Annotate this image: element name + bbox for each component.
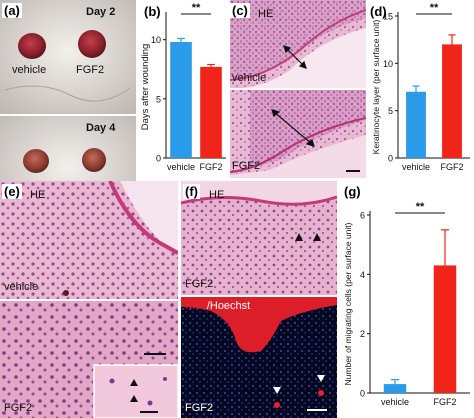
thickness-arrow-bottom (271, 109, 315, 147)
panel-c-scalebar (346, 170, 360, 172)
x-category-label: FGF2 (433, 397, 456, 407)
panel-g-chart: (g) 0 2 4 6 vehicle FGF2 ** Number of migrating… (340, 181, 474, 418)
day2-label: Day 2 (86, 6, 116, 18)
chart-b-svg: 0 5 10 vehicle FGF2 ** Days after wounding (140, 2, 226, 172)
fgf2-label-day2: FGF2 (76, 64, 105, 76)
x-category-label: vehicle (381, 397, 409, 407)
bar-fgf2 (200, 66, 222, 158)
y-tick-label: 10 (151, 35, 161, 45)
x-category-label: FGF2 (199, 162, 222, 172)
panel-f-graphic (181, 181, 337, 418)
y-axis-label: Number of migrating cells (per surface u… (343, 222, 353, 385)
y-tick-label: 5 (156, 94, 161, 104)
panel-g-label: (g) (344, 184, 361, 199)
panel-e-fgf2: FGF2 (4, 402, 33, 414)
panel-f-histology: (f) HE FGF2 KRT/Hoechst FGF2 (181, 181, 337, 418)
y-axis-label: Keratinocyte layer (per surface unit) (371, 20, 381, 155)
x-category-label: vehicle (402, 162, 430, 172)
y-tick-label: 2 (360, 329, 365, 339)
bar-vehicle (406, 91, 426, 158)
panel-f-stain: HE (209, 189, 225, 201)
vehicle-label-day2: vehicle (12, 64, 47, 76)
panel-f-scalebar (307, 409, 327, 411)
krt-label: KRT (185, 300, 207, 312)
he-arrowhead-2 (313, 233, 321, 241)
panel-a-photos: (a) Day 2 vehicle FGF2 Day 4 vehicle FGF… (0, 0, 136, 230)
panel-e-stain: HE (30, 189, 46, 201)
fluor-arrowhead-1 (273, 387, 281, 394)
panel-e-histology: (e) HE vehicle FGF2 (0, 181, 178, 418)
y-tick-label: 0 (360, 389, 365, 399)
panel-e-label: (e) (2, 184, 22, 199)
panel-f-fluor-label: KRT/Hoechst (185, 300, 250, 312)
inset-arrowhead-1 (130, 379, 138, 386)
panel-f-fluor-fgf2: FGF2 (185, 402, 214, 414)
panel-e-inset (93, 364, 178, 418)
y-tick-label: 10 (383, 59, 393, 69)
bar-vehicle (170, 42, 192, 158)
y-tick-label: 5 (388, 106, 393, 116)
panel-e-inset-scalebar (140, 411, 158, 413)
chart-d-svg: 0 5 10 15 vehicle FGF2 ** Keratinocyte layer (p… (371, 2, 470, 172)
y-tick-label: 6 (360, 211, 365, 221)
thickness-arrow-top (283, 45, 307, 69)
y-tick-label: 0 (388, 154, 393, 164)
panel-e-vehicle: vehicle (4, 281, 39, 293)
y-tick-label: 0 (156, 154, 161, 164)
panel-a-label: (a) (2, 3, 22, 18)
panel-c-fgf2: FGF2 (232, 160, 261, 172)
panel-c-stain: HE (258, 8, 274, 20)
panel-c-label: (c) (230, 3, 250, 18)
significance-marker: ** (416, 201, 425, 213)
panel-c-graphic (230, 0, 366, 178)
x-category-label: vehicle (167, 162, 195, 172)
y-tick-label: 15 (383, 12, 393, 22)
panel-b-label: (b) (144, 4, 161, 19)
bar-vehicle (383, 384, 407, 393)
y-axis-label: Days after wounding (140, 44, 151, 131)
wound-fgf2-day4 (82, 148, 106, 172)
panel-c-histology: (c) HE vehicle FGF2 (230, 0, 366, 178)
panel-c-vehicle: vehicle (232, 72, 267, 84)
panel-d-chart: (d) 0 5 10 15 vehicle FGF2 ** Keratinocyte laye… (368, 0, 474, 178)
inset-arrowhead-2 (130, 395, 138, 402)
day4-label: Day 4 (86, 122, 116, 134)
y-tick-label: 4 (360, 270, 365, 280)
chart-g-svg: 0 2 4 6 vehicle FGF2 ** Number of migrating cel… (343, 201, 470, 407)
panel-d-label: (d) (370, 4, 387, 19)
wound-fgf2-day2 (78, 30, 106, 58)
significance-marker: ** (430, 2, 439, 14)
he-arrowhead-1 (295, 233, 303, 241)
krt-signal (181, 297, 337, 353)
bar-fgf2 (442, 44, 462, 158)
x-category-label: FGF2 (440, 162, 463, 172)
panel-f-he-fgf2: FGF2 (185, 278, 214, 290)
panel-b-chart: (b) 0 5 10 vehicle FGF2 ** Days after wounding (138, 0, 228, 178)
bar-fgf2 (433, 265, 457, 393)
panel-a-photo-graphic (0, 0, 136, 230)
fluor-arrowhead-2 (317, 375, 325, 382)
panel-e-graphic (0, 181, 178, 418)
hoechst-label: /Hoechst (206, 300, 251, 312)
wound-vehicle-day4 (23, 149, 49, 173)
panel-f-label: (f) (183, 184, 200, 199)
significance-marker: ** (192, 2, 201, 14)
wound-vehicle-day2 (18, 33, 46, 59)
panel-e-scalebar (144, 353, 166, 355)
